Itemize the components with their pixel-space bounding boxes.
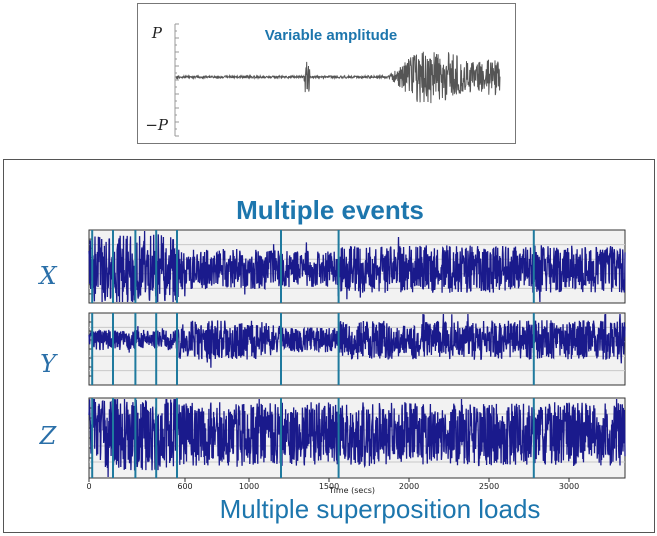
series-line bbox=[175, 51, 501, 104]
multiple-events-panel: Multiple events X Y Z 0 600 1000 1500 2000 2500… bbox=[3, 159, 655, 533]
series-label-y: Y bbox=[40, 350, 58, 378]
plot-area: X Y Z bbox=[37, 229, 626, 479]
p-bottom-label: −P bbox=[145, 116, 169, 134]
series-label-x: X bbox=[37, 262, 57, 290]
x-tick-label: 0 bbox=[86, 482, 91, 491]
x-axis-label: Time (secs) bbox=[328, 486, 375, 495]
z-subplot: Z bbox=[39, 397, 626, 479]
p-top-label: P bbox=[151, 24, 163, 42]
multiple-events-chart: Multiple events X Y Z 0 600 1000 1500 2000 2500… bbox=[37, 195, 626, 524]
series-line-y bbox=[88, 313, 626, 368]
variable-amplitude-chart: Variable amplitude P −P bbox=[145, 23, 501, 137]
variable-amplitude-panel: Variable amplitude P −P bbox=[137, 3, 516, 144]
x-tick-label: 3000 bbox=[559, 482, 579, 491]
series-line-z bbox=[88, 398, 626, 478]
x-tick-label: 600 bbox=[177, 482, 192, 491]
variable-amplitude-title: Variable amplitude bbox=[265, 27, 398, 44]
y-axis bbox=[174, 23, 179, 137]
x-tick-label: 2000 bbox=[399, 482, 419, 491]
x-tick-label: 1000 bbox=[239, 482, 259, 491]
x-axis: 0 600 1000 1500 2000 2500 3000 bbox=[86, 478, 579, 491]
series-line-x bbox=[88, 230, 626, 303]
x-tick-label: 2500 bbox=[479, 482, 499, 491]
multiple-events-title: Multiple events bbox=[236, 195, 424, 225]
x-subplot: X bbox=[37, 229, 626, 304]
superposition-subtitle: Multiple superposition loads bbox=[220, 494, 541, 524]
x-tick-label: 1500 bbox=[319, 482, 339, 491]
y-subplot: Y bbox=[40, 312, 626, 386]
series-label-z: Z bbox=[39, 422, 58, 450]
